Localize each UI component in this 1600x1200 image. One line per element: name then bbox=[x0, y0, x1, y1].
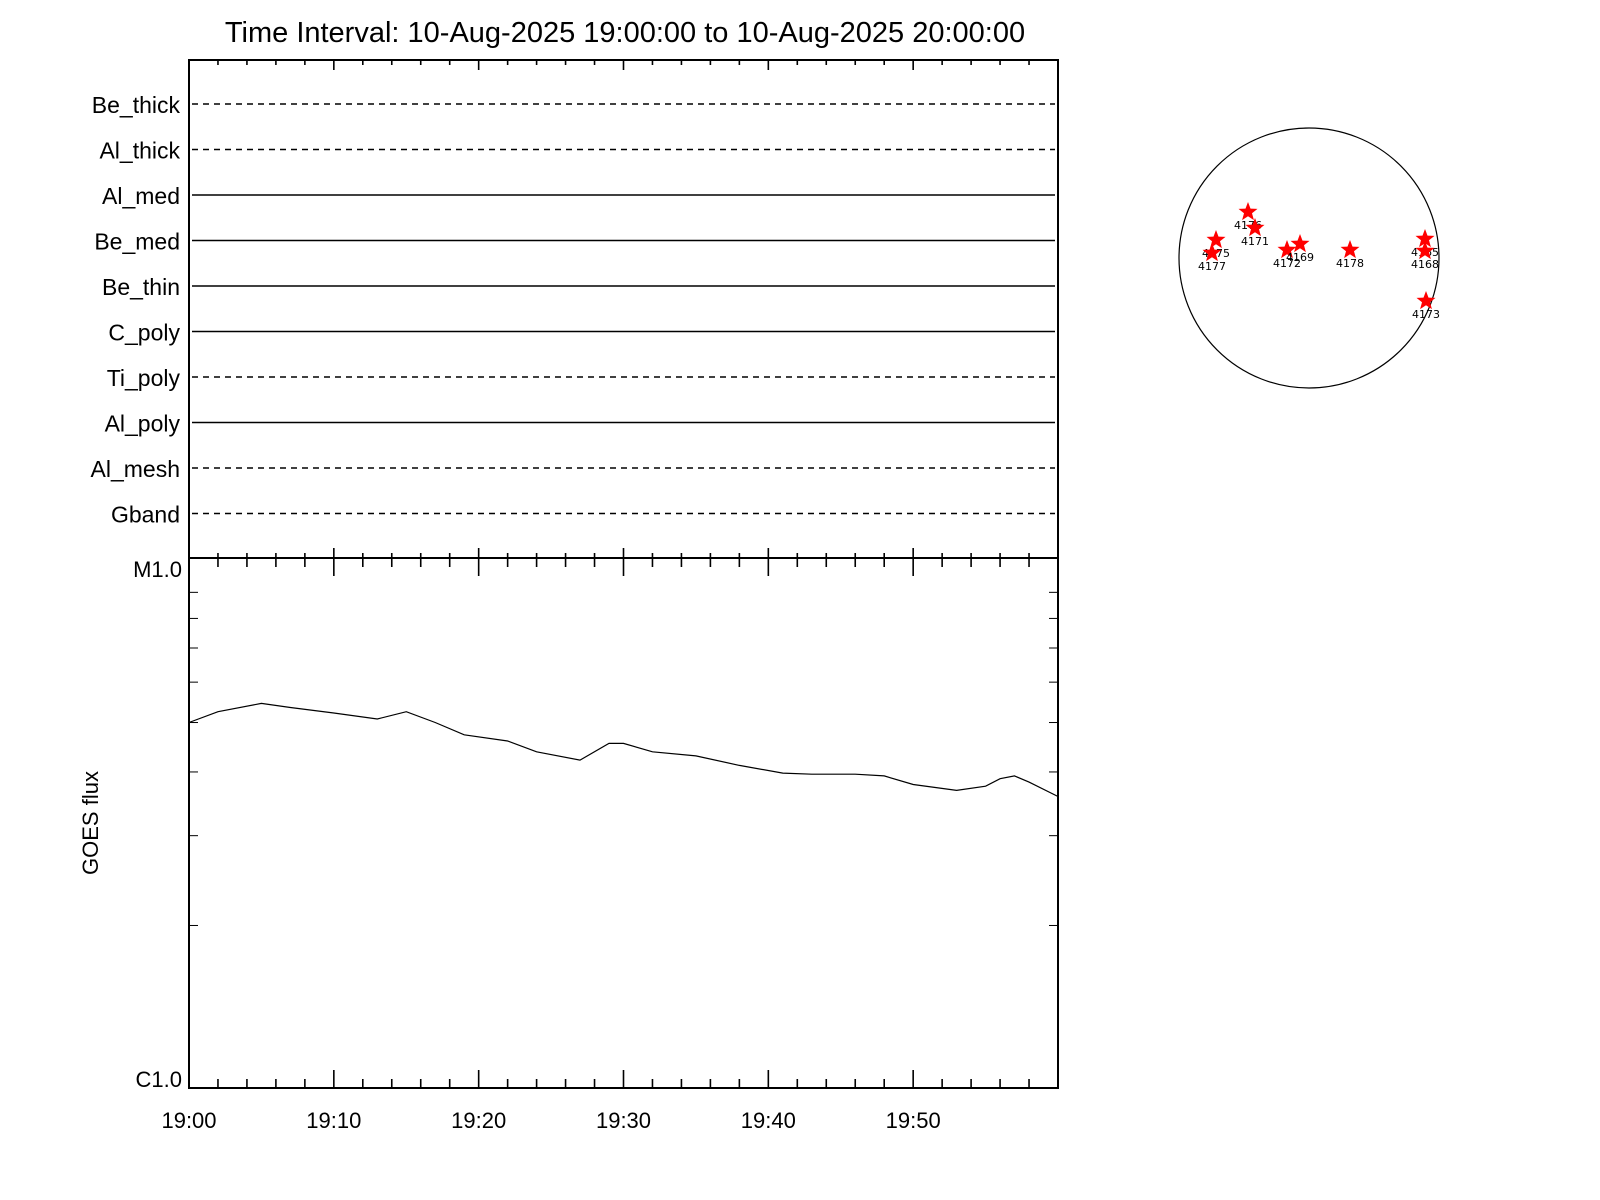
channel-lines: Be_thick Al_thick Al_med Be_med Be_thin C_pol… bbox=[91, 92, 1055, 528]
goes-y-tick-label: C1.0 bbox=[136, 1067, 182, 1092]
active-region-label-4177: 4177 bbox=[1198, 260, 1226, 273]
active-region-label-4171: 4171 bbox=[1241, 235, 1269, 248]
channel-label-al_mesh: Al_mesh bbox=[91, 456, 180, 482]
active-region-star-4177 bbox=[1202, 243, 1222, 262]
active-region-label-4178: 4178 bbox=[1336, 257, 1364, 270]
goes-x-tick-label: 19:00 bbox=[161, 1108, 216, 1133]
goes-y-tick-labels: M1.0 C1.0 bbox=[133, 557, 182, 1092]
active-region-star-4172 bbox=[1277, 240, 1297, 259]
active-region-label-4168: 4168 bbox=[1411, 258, 1439, 271]
active-region-star-4171 bbox=[1245, 218, 1265, 237]
goes-x-tick-label: 19:40 bbox=[741, 1108, 796, 1133]
active-region-star-4173 bbox=[1416, 291, 1436, 310]
active-region-star-4168 bbox=[1415, 241, 1435, 260]
chart-title: Time Interval: 10-Aug-2025 19:00:00 to 1… bbox=[225, 17, 1025, 49]
goes-panel-ticks bbox=[189, 558, 1058, 1088]
active-region-label-4173: 4173 bbox=[1412, 308, 1440, 321]
active-region-star-4176 bbox=[1238, 202, 1258, 221]
channel-label-c_poly: C_poly bbox=[108, 320, 180, 346]
goes-y-axis-label: GOES flux bbox=[78, 771, 103, 875]
solar-disk bbox=[1178, 127, 1440, 389]
channel-label-al_thick: Al_thick bbox=[99, 138, 180, 164]
active-region-label-4169: 4169 bbox=[1286, 251, 1314, 264]
solar-disk-panel: 4176417141754177417241694178416541684173 bbox=[1178, 127, 1440, 389]
goes-flux-series-line bbox=[188, 702, 1059, 798]
active-region-star-4178 bbox=[1340, 240, 1360, 259]
goes-x-tick-label: 19:50 bbox=[886, 1108, 941, 1133]
goes-y-tick-label: M1.0 bbox=[133, 557, 182, 582]
goes-x-tick-label: 19:30 bbox=[596, 1108, 651, 1133]
goes-panel: M1.0C1.0 19:00 19:10 19:20 19:30 19:40 19:50 … bbox=[78, 557, 1059, 1133]
channel-label-al_poly: Al_poly bbox=[105, 411, 181, 437]
goes-x-tick-labels: 19:00 19:10 19:20 19:30 19:40 19:50 bbox=[161, 1108, 940, 1133]
active-region-star-4169 bbox=[1290, 234, 1310, 253]
channel-label-al_med: Al_med bbox=[102, 183, 180, 209]
goes-x-tick-label: 19:20 bbox=[451, 1108, 506, 1133]
channel-label-be_med: Be_med bbox=[94, 229, 180, 255]
channel-panel-frame bbox=[188, 59, 1059, 559]
channel-panel: Be_thick Al_thick Al_med Be_med Be_thin C_pol… bbox=[91, 59, 1059, 559]
active-region-star-4165 bbox=[1415, 229, 1435, 248]
active-region-star-4175 bbox=[1206, 230, 1226, 249]
active-region-label-4172: 4172 bbox=[1273, 257, 1301, 270]
channel-label-gband: Gband bbox=[111, 502, 180, 528]
channel-label-be_thin: Be_thin bbox=[102, 274, 180, 300]
channel-label-ti_poly: Ti_poly bbox=[107, 365, 181, 391]
goes-x-tick-label: 19:10 bbox=[306, 1108, 361, 1133]
channel-panel-ticks bbox=[217, 60, 1030, 558]
active-region-markers: 4176417141754177417241694178416541684173 bbox=[1198, 202, 1440, 321]
channel-label-be_thick: Be_thick bbox=[92, 92, 181, 118]
goes-panel-frame bbox=[188, 557, 1059, 1089]
